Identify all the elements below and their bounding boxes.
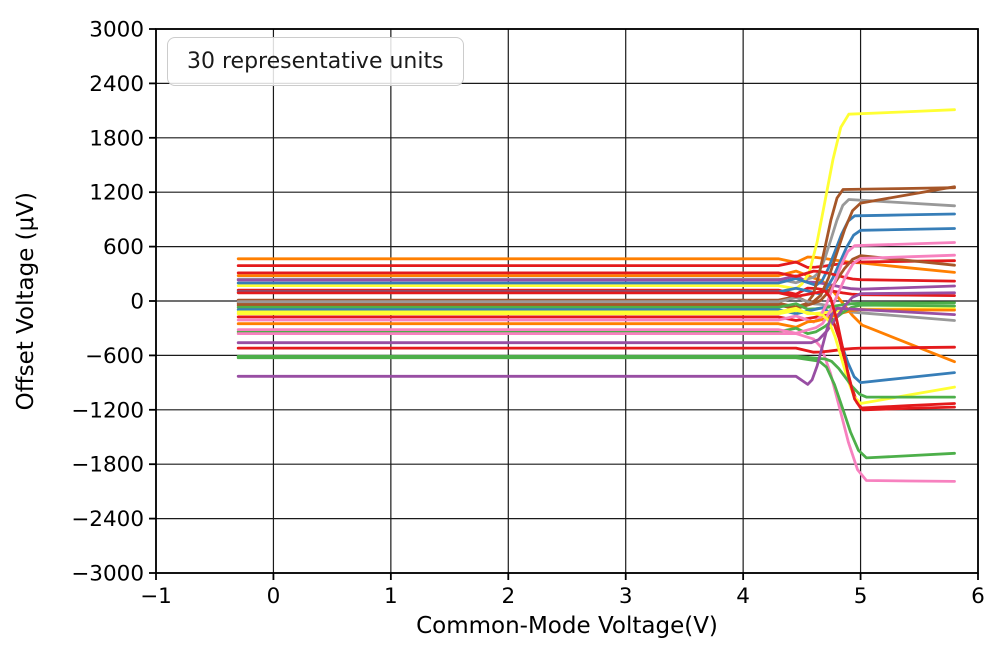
y-tick-label: −600	[85, 344, 144, 369]
x-tick-label: 3	[619, 584, 633, 609]
series-unit-27	[236, 354, 956, 399]
x-tick-label: 1	[384, 584, 398, 609]
y-tick-label: −3000	[71, 562, 144, 587]
y-tick-label: −1200	[71, 398, 144, 423]
series-unit-26	[236, 309, 956, 405]
x-tick-label: 2	[501, 584, 515, 609]
series-unit-30	[236, 289, 956, 410]
series-unit-21	[236, 303, 956, 335]
series-unit-07	[236, 212, 956, 287]
series-unit-06	[236, 108, 956, 291]
series-unit-12	[236, 185, 956, 309]
y-tick-label: 1200	[89, 181, 144, 206]
y-tick-label: −2400	[71, 507, 144, 532]
x-axis-label: Common-Mode Voltage(V)	[416, 613, 718, 639]
y-tick-label: 600	[103, 235, 144, 260]
x-tick-label: 5	[854, 584, 868, 609]
series-unit-04	[236, 198, 956, 285]
y-tick-label: 1800	[89, 126, 144, 151]
y-tick-label: 2400	[89, 72, 144, 97]
series-unit-11	[236, 186, 956, 304]
series-unit-25	[236, 345, 956, 354]
y-tick-label: −1800	[71, 453, 144, 478]
series-unit-29	[236, 306, 956, 386]
series-unit-10	[236, 269, 956, 283]
x-tick-label: 0	[267, 584, 281, 609]
x-tick-label: 4	[736, 584, 750, 609]
series-unit-28	[236, 356, 956, 460]
y-tick-label: 0	[130, 290, 144, 315]
x-tick-label: 6	[971, 584, 985, 609]
y-tick-label: 3000	[89, 18, 144, 43]
x-tick-label: −1	[140, 584, 172, 609]
annotation-box: 30 representative units	[167, 37, 464, 87]
series-unit-14	[236, 254, 956, 311]
annotation-text: 30 representative units	[187, 49, 444, 74]
y-axis-label: Offset Voltage (μV)	[13, 191, 39, 411]
series-unit-19	[236, 241, 956, 324]
